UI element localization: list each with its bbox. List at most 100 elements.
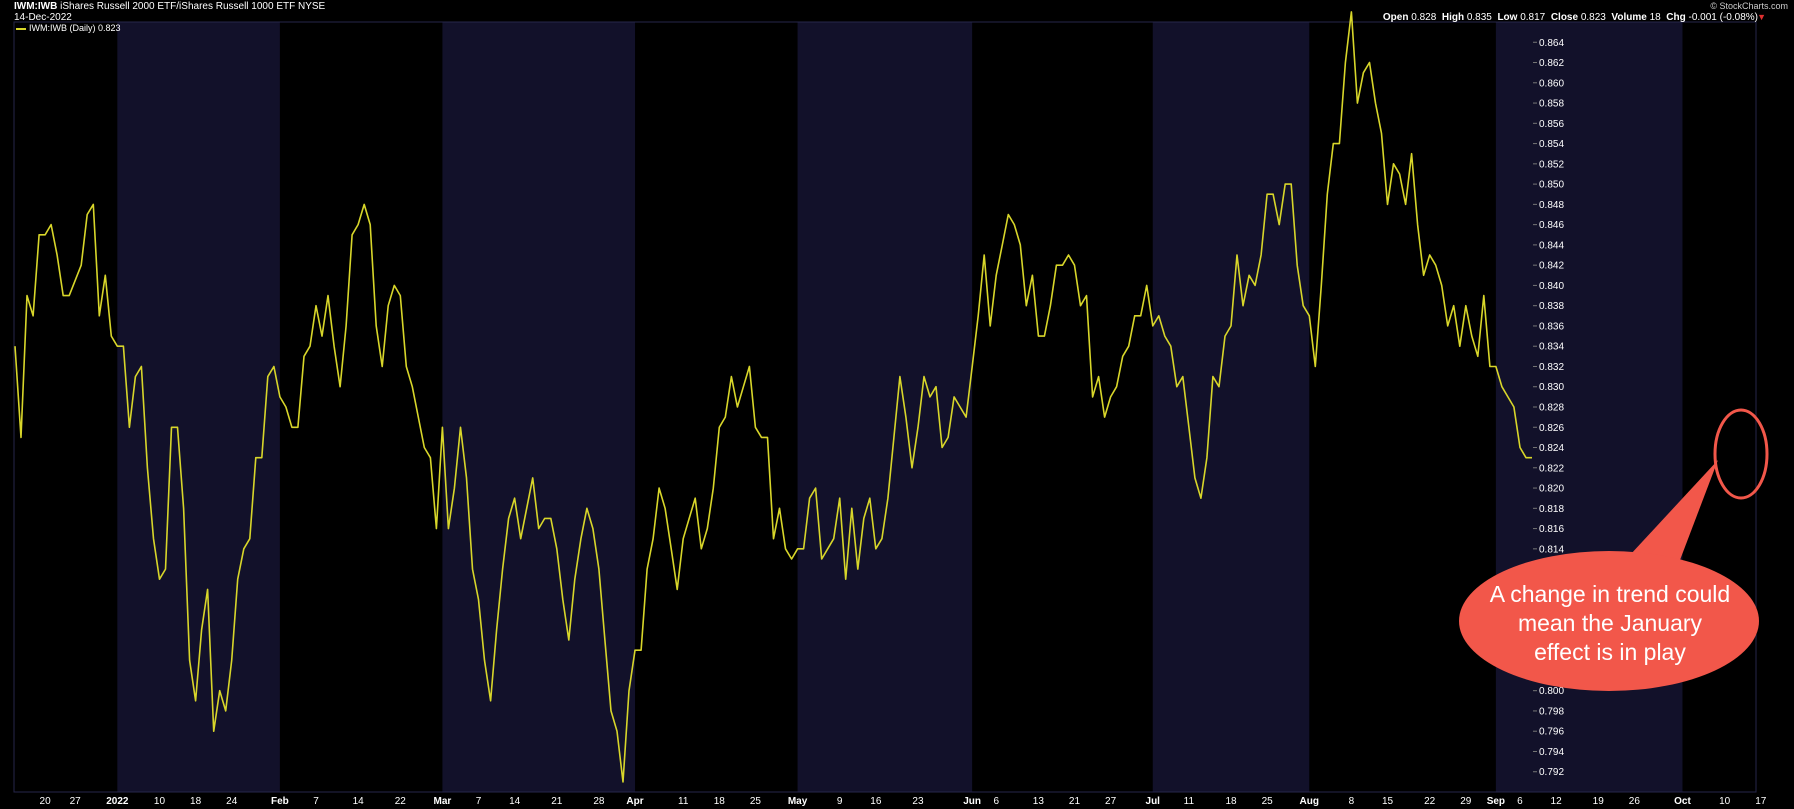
y-tick-label: 0.794: [1539, 747, 1564, 758]
symbol: IWM:IWB: [14, 1, 58, 12]
open-label: Open: [1382, 12, 1409, 23]
y-tick-label: 0.842: [1539, 261, 1564, 272]
month-bands: [117, 22, 1683, 792]
y-tick-label: 0.798: [1539, 706, 1564, 717]
x-tick-label: Apr: [626, 796, 643, 807]
close-label: Close: [1550, 12, 1579, 23]
x-tick-label: 14: [353, 796, 365, 807]
y-tick-label: 0.862: [1539, 58, 1564, 69]
y-tick-label: 0.836: [1539, 321, 1564, 332]
y-tick-label: 0.864: [1539, 38, 1564, 49]
x-tick-label: 27: [1105, 796, 1117, 807]
x-tick-label: 10: [154, 796, 166, 807]
month-band-1: [442, 22, 636, 792]
y-tick-label: 0.840: [1539, 281, 1564, 292]
x-tick-label: Sep: [1487, 796, 1505, 807]
x-tick-label: 21: [1069, 796, 1081, 807]
chart-title: IWM:IWB iShares Russell 2000 ETF/iShares…: [14, 1, 325, 12]
callout: [1459, 408, 1769, 691]
legend: IWM:IWB (Daily) 0.823: [16, 23, 121, 34]
x-tick-label: 16: [870, 796, 882, 807]
y-tick-label: 0.822: [1539, 463, 1564, 474]
x-tick-label: Jul: [1146, 796, 1161, 807]
callout-bubble: [1459, 551, 1759, 691]
x-tick-label: Aug: [1300, 796, 1319, 807]
exchange: NYSE: [298, 1, 326, 12]
y-tick-label: 0.814: [1539, 544, 1564, 555]
x-tick-label: 10: [1719, 796, 1731, 807]
volume-value: 18: [1649, 12, 1661, 23]
close-value: 0.823: [1580, 12, 1606, 23]
volume-label: Volume: [1611, 12, 1647, 23]
low-label: Low: [1497, 12, 1518, 23]
plot-frame: [13, 21, 1757, 793]
x-tick-label: 27: [70, 796, 82, 807]
month-band-0: [117, 22, 280, 792]
y-tick-label: 0.846: [1539, 220, 1564, 231]
y-tick-label: 0.828: [1539, 403, 1564, 414]
x-tick-label: 11: [678, 796, 689, 807]
x-tick-label: 18: [714, 796, 726, 807]
y-tick-label: 0.832: [1539, 362, 1564, 373]
low-value: 0.817: [1520, 12, 1546, 23]
x-tick-label: 2022: [106, 796, 129, 807]
y-tick-label: 0.830: [1539, 382, 1564, 393]
x-tick-label: 7: [476, 796, 482, 807]
x-tick-label: 7: [313, 796, 319, 807]
y-tick-label: 0.800: [1539, 686, 1564, 697]
y-tick-label: 0.848: [1539, 200, 1564, 211]
y-tick-label: 0.850: [1539, 180, 1564, 191]
quote-bar: Open 0.828 High 0.835 Low 0.817 Close 0.…: [1383, 12, 1758, 23]
y-tick-label: 0.824: [1539, 443, 1564, 454]
x-tick-label: 22: [395, 796, 407, 807]
y-tick-label: 0.820: [1539, 484, 1564, 495]
x-tick-label: 12: [1551, 796, 1563, 807]
x-tick-label: 18: [1225, 796, 1237, 807]
x-tick-label: 25: [750, 796, 762, 807]
chart-date: 14-Dec-2022: [14, 12, 72, 23]
x-tick-label: 29: [1460, 796, 1472, 807]
y-tick-label: 0.816: [1539, 524, 1564, 535]
x-tick-label: 20: [40, 796, 52, 807]
open-value: 0.828: [1411, 12, 1437, 23]
x-tick-label: 24: [226, 796, 238, 807]
x-tick-label: May: [788, 796, 808, 807]
x-tick-label: 11: [1184, 796, 1195, 807]
x-tick-label: 6: [1517, 796, 1523, 807]
legend-label: IWM:IWB (Daily) 0.823: [29, 23, 121, 33]
y-tick-label: 0.856: [1539, 119, 1564, 130]
x-tick-label: 15: [1382, 796, 1394, 807]
y-tick-label: 0.852: [1539, 159, 1564, 170]
x-tick-label: 6: [993, 796, 999, 807]
x-tick-label: 14: [509, 796, 521, 807]
callout-text: A change in trend could mean the January…: [1460, 580, 1760, 667]
x-tick-label: 22: [1424, 796, 1436, 807]
x-tick-label: Oct: [1674, 796, 1691, 807]
callout-line-2: mean the January: [1517, 610, 1703, 636]
y-tick-label: 0.796: [1539, 727, 1564, 738]
series-line-iwm-iwb: [14, 11, 1532, 783]
instrument-name: iShares Russell 2000 ETF/iShares Russell…: [60, 1, 296, 12]
chg-value: -0.001 (-0.08%): [1688, 12, 1758, 23]
x-tick-label: 28: [593, 796, 605, 807]
x-tick-label: Mar: [434, 796, 452, 807]
y-tick-label: 0.792: [1539, 767, 1564, 778]
y-tick-label: 0.860: [1539, 78, 1564, 89]
x-tick-label: 8: [1349, 796, 1355, 807]
x-tick-label: 13: [1033, 796, 1045, 807]
callout-pointer: [1630, 460, 1718, 560]
x-axis: 20 27 2022 10 18 24 Feb 7 14 22 Mar 7 14 21 28 Apr 11 18 2…: [40, 796, 1767, 807]
down-arrow-icon: ▼: [1757, 12, 1766, 22]
y-tick-label: 0.826: [1539, 423, 1564, 434]
highlight-circle: [1713, 408, 1769, 500]
x-tick-label: 19: [1593, 796, 1605, 807]
x-tick-label: Jun: [963, 796, 981, 807]
month-band-3: [1152, 22, 1310, 792]
watermark: © StockCharts.com: [1710, 1, 1788, 11]
x-tick-label: 25: [1262, 796, 1274, 807]
high-label: High: [1441, 12, 1465, 23]
x-tick-label: 9: [837, 796, 843, 807]
x-tick-label: 18: [190, 796, 202, 807]
x-tick-label: 17: [1755, 796, 1767, 807]
